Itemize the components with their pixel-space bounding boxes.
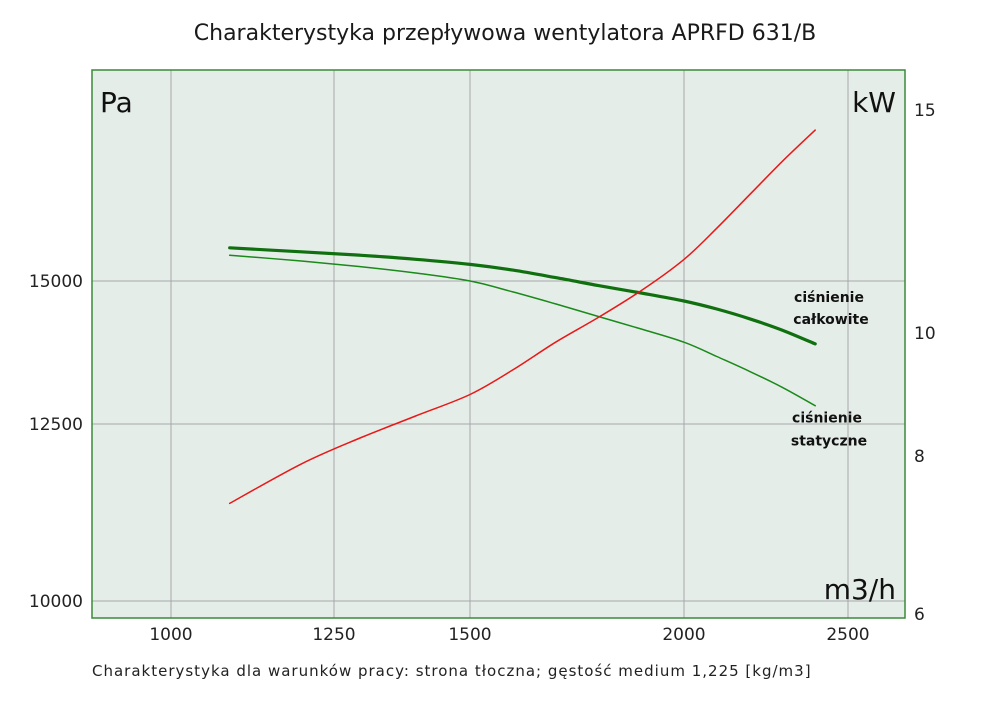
y-left-tick-label-15000: 15000 [29,272,83,292]
chart-title: Charakterystyka przepływowa wentylatora … [194,21,816,46]
plot-area [92,70,905,618]
series-group [228,129,817,505]
plot-frame [91,69,906,619]
y-left-unit-label: Pa [100,86,133,119]
chart-footnote: Charakterystyka dla warunków pracy: stro… [92,662,812,680]
label-static-pressure-line-1: ciśnienie [792,411,862,427]
tick-labels: 1000 1250 1500 2000 2500 10000 12500 15000 6 8 10 1… [29,101,936,645]
series-static-pressure [228,254,816,407]
y-right-unit-label: kW [852,86,896,119]
x-tick-label-1500: 1500 [448,625,491,645]
series-power [228,129,816,505]
y-right-tick-label-8: 8 [914,447,925,467]
y-right-tick-label-10: 10 [914,324,936,344]
y-left-tick-label-10000: 10000 [29,592,83,612]
x-tick-label-2000: 2000 [662,625,705,645]
x-tick-label-2500: 2500 [826,625,869,645]
label-static-pressure-line-2: statyczne [791,434,867,450]
y-right-tick-label-15: 15 [914,101,936,121]
x-unit-label: m3/h [824,573,896,606]
x-tick-label-1250: 1250 [312,625,355,645]
y-right-tick-label-6: 6 [914,605,925,625]
label-total-pressure-line-2: całkowite [793,312,868,328]
series-annotations: ciśnienie całkowite ciśnienie statyczne [791,290,869,450]
series-total-pressure [228,246,817,346]
grid [92,70,905,618]
label-total-pressure-line-1: ciśnienie [794,290,864,306]
y-left-tick-label-12500: 12500 [29,415,83,435]
x-tick-label-1000: 1000 [149,625,192,645]
